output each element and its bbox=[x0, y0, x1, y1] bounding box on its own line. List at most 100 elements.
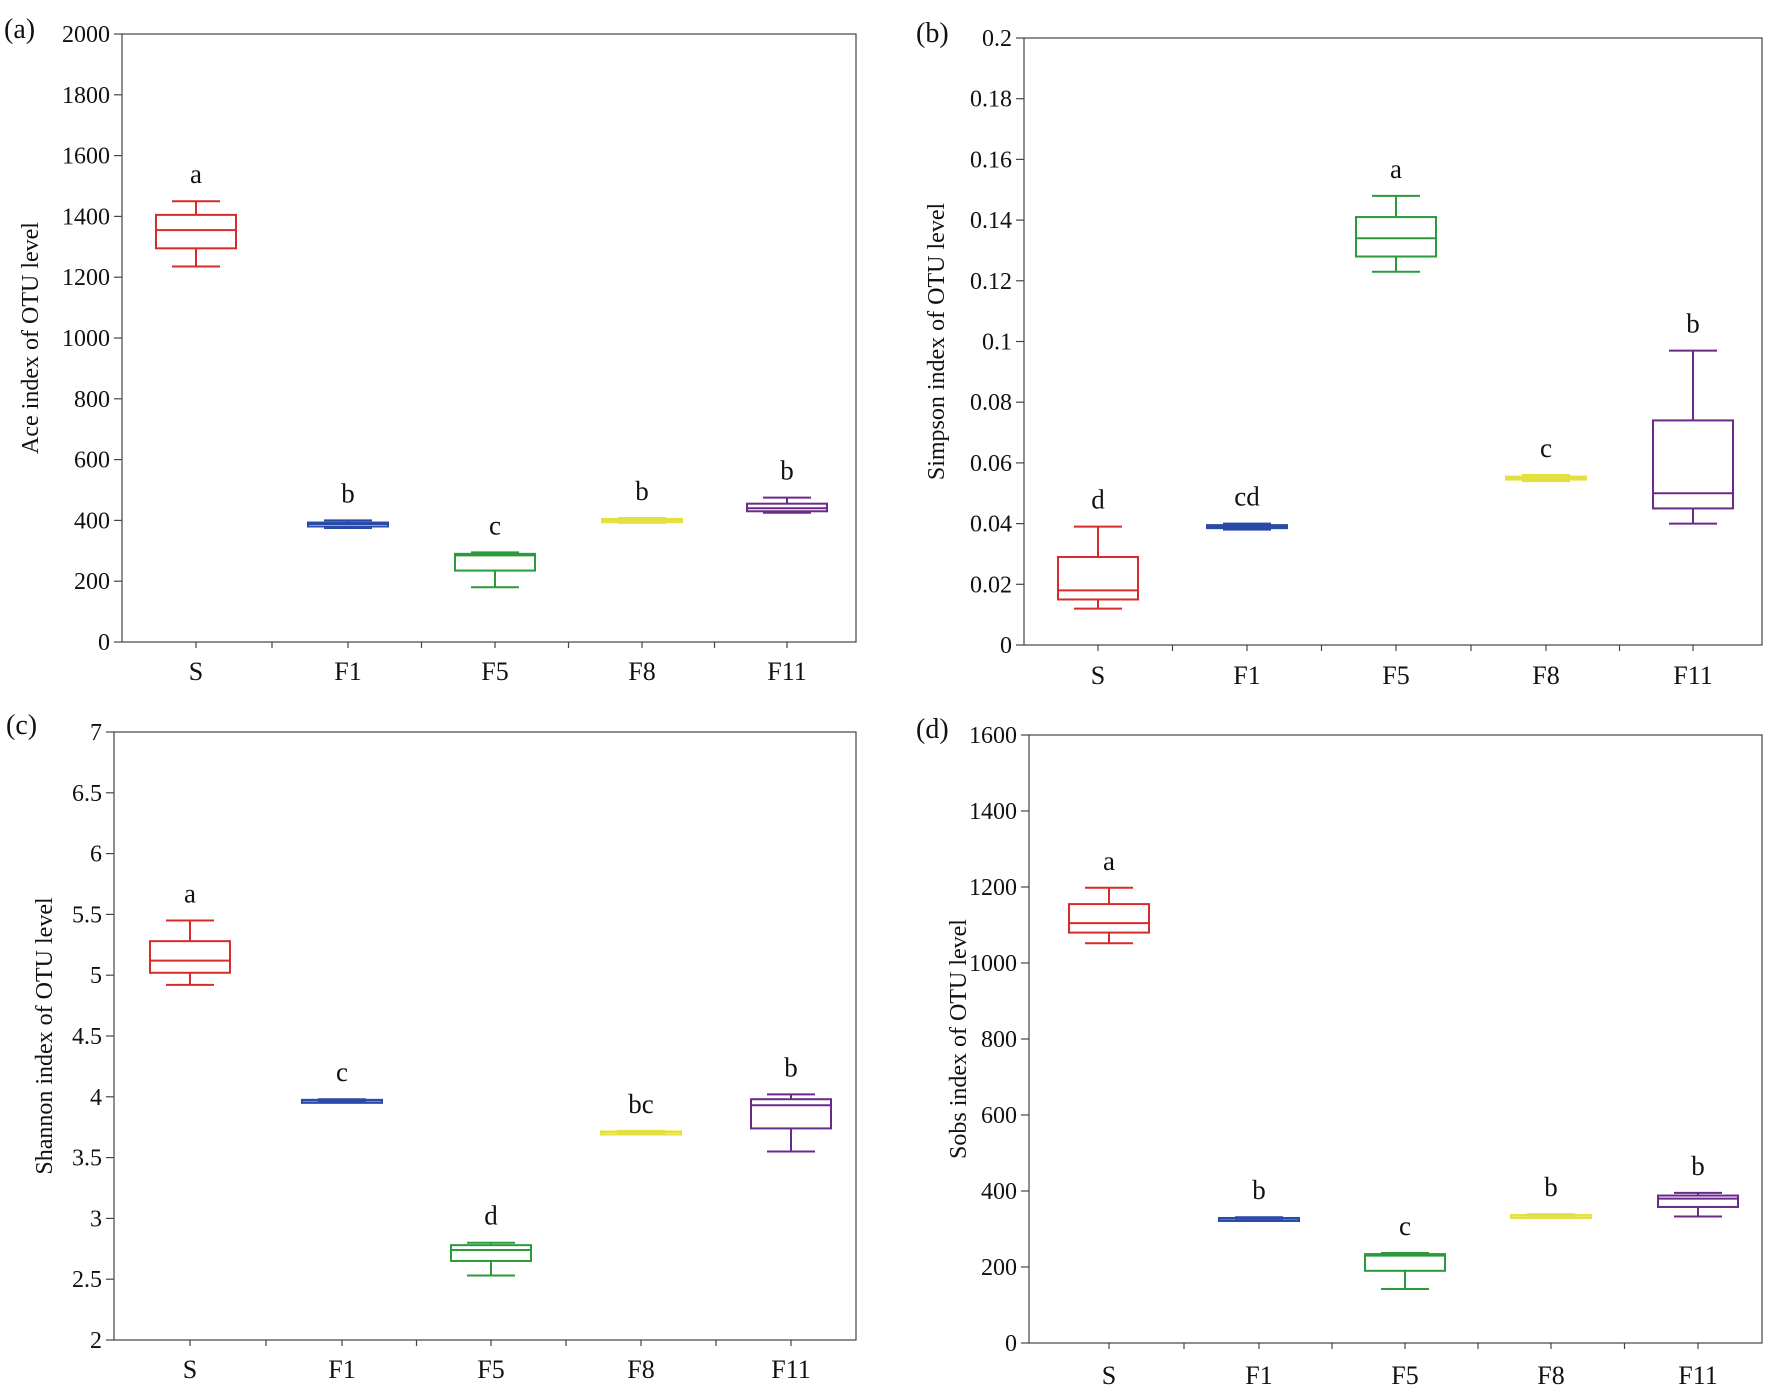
y-tick-label: 0 bbox=[1000, 633, 1012, 659]
box-F5 bbox=[450, 1241, 532, 1277]
y-tick-label: 1800 bbox=[62, 83, 110, 109]
box-F1 bbox=[301, 1098, 383, 1104]
panel-tag: (b) bbox=[916, 18, 949, 49]
x-category-label: F8 bbox=[1537, 1361, 1564, 1390]
x-category-label: F5 bbox=[481, 657, 508, 686]
y-tick-label: 6.5 bbox=[72, 781, 102, 807]
significance-label: b bbox=[1544, 1172, 1558, 1202]
y-tick-label: 1200 bbox=[62, 265, 110, 291]
box-F8 bbox=[1505, 474, 1587, 483]
plot-frame bbox=[113, 731, 857, 1341]
x-category-label: F11 bbox=[1673, 661, 1713, 690]
y-tick-label: 6 bbox=[90, 842, 102, 868]
box-iqr bbox=[450, 1244, 532, 1262]
y-tick-label: 1200 bbox=[969, 875, 1017, 901]
y-tick-label: 400 bbox=[981, 1179, 1017, 1205]
box-F8 bbox=[1510, 1213, 1592, 1219]
x-category-label: F5 bbox=[1382, 661, 1409, 690]
box-F8 bbox=[601, 516, 683, 524]
y-tick-label: 2 bbox=[90, 1328, 102, 1354]
y-tick-label: 0.02 bbox=[970, 572, 1012, 598]
significance-label: cd bbox=[1234, 482, 1260, 512]
y-tick-label: 0.16 bbox=[970, 147, 1012, 173]
y-tick-label: 0.14 bbox=[970, 208, 1012, 234]
x-category-label: F1 bbox=[1233, 661, 1260, 690]
panel-tag: (d) bbox=[916, 714, 949, 745]
x-category-label: F8 bbox=[1532, 661, 1559, 690]
x-category-label: F1 bbox=[334, 657, 361, 686]
y-tick-label: 200 bbox=[74, 569, 110, 595]
y-tick-label: 5.5 bbox=[72, 902, 102, 928]
box-F11 bbox=[1657, 1191, 1739, 1218]
box-S bbox=[149, 919, 231, 986]
y-tick-label: 7 bbox=[90, 720, 102, 746]
box-F1 bbox=[1206, 522, 1288, 531]
significance-label: a bbox=[184, 878, 196, 908]
y-tick-label: 1600 bbox=[969, 723, 1017, 749]
y-tick-label: 800 bbox=[981, 1027, 1017, 1053]
x-category-label: S bbox=[1102, 1361, 1116, 1390]
y-tick-label: 0.06 bbox=[970, 451, 1012, 477]
box-F5 bbox=[1355, 194, 1437, 273]
x-category-label: F8 bbox=[627, 1355, 654, 1384]
x-category-label: S bbox=[183, 1355, 197, 1384]
plot-frame bbox=[1028, 734, 1763, 1344]
significance-label: b bbox=[784, 1052, 798, 1082]
box-F5 bbox=[454, 551, 536, 589]
box-S bbox=[1068, 886, 1150, 945]
x-category-label: S bbox=[189, 657, 203, 686]
y-tick-label: 0.1 bbox=[982, 330, 1012, 356]
box-iqr bbox=[1068, 903, 1150, 934]
significance-label: b bbox=[1686, 309, 1700, 339]
panel-d: (d) 0 200 400 600 800 1000 1200 1400 1600 S F1 F5 F8 F… bbox=[916, 714, 1763, 1390]
box-iqr bbox=[155, 213, 237, 250]
box-F1 bbox=[1218, 1216, 1300, 1222]
y-tick-label: 0.08 bbox=[970, 390, 1012, 416]
x-category-label: F1 bbox=[328, 1355, 355, 1384]
x-category-label: F5 bbox=[477, 1355, 504, 1384]
significance-label: b bbox=[1252, 1175, 1266, 1205]
significance-label: bc bbox=[628, 1089, 654, 1119]
y-tick-label: 1600 bbox=[62, 144, 110, 170]
box-F8 bbox=[600, 1129, 682, 1136]
significance-label: b bbox=[1691, 1151, 1705, 1181]
x-category-label: S bbox=[1091, 661, 1105, 690]
x-category-label: F1 bbox=[1245, 1361, 1272, 1390]
y-axis-label: Ace index of OTU level bbox=[18, 222, 44, 454]
y-tick-label: 1000 bbox=[62, 326, 110, 352]
y-tick-label: 0 bbox=[98, 630, 110, 656]
panel-tag: (c) bbox=[6, 710, 37, 741]
y-axis-label: Shannon index of OTU level bbox=[32, 897, 58, 1175]
significance-label: d bbox=[484, 1201, 498, 1231]
y-axis-label: Sobs index of OTU level bbox=[946, 919, 972, 1159]
box-iqr bbox=[1355, 216, 1437, 258]
plot-frame bbox=[121, 33, 857, 643]
y-tick-label: 1400 bbox=[969, 799, 1017, 825]
y-tick-label: 0.18 bbox=[970, 87, 1012, 113]
y-tick-label: 400 bbox=[74, 508, 110, 534]
y-tick-label: 1400 bbox=[62, 204, 110, 230]
panel-c: (c) 2 2.5 3 3.5 4 4.5 5 5.5 6 6.5 7 S F1 F5 F8 F11 Shanno… bbox=[6, 710, 857, 1384]
significance-label: b bbox=[635, 476, 649, 506]
y-tick-label: 2000 bbox=[62, 22, 110, 48]
x-category-label: F11 bbox=[771, 1355, 811, 1384]
significance-label: a bbox=[190, 159, 202, 189]
significance-label: c bbox=[489, 510, 501, 540]
y-tick-label: 1000 bbox=[969, 951, 1017, 977]
y-tick-label: 0 bbox=[1005, 1331, 1017, 1357]
y-tick-label: 2.5 bbox=[72, 1267, 102, 1293]
y-tick-label: 0.2 bbox=[982, 26, 1012, 52]
y-axis-label: Simpson index of OTU level bbox=[924, 203, 950, 481]
plot-frame bbox=[1023, 37, 1763, 646]
box-F1 bbox=[307, 519, 389, 529]
significance-label: a bbox=[1103, 846, 1115, 876]
y-tick-label: 3 bbox=[90, 1206, 102, 1232]
x-category-label: F5 bbox=[1391, 1361, 1418, 1390]
box-S bbox=[155, 200, 237, 268]
significance-label: c bbox=[336, 1057, 348, 1087]
x-category-label: F11 bbox=[767, 657, 807, 686]
y-tick-label: 800 bbox=[74, 387, 110, 413]
box-iqr bbox=[1657, 1194, 1739, 1208]
significance-label: d bbox=[1091, 485, 1105, 515]
